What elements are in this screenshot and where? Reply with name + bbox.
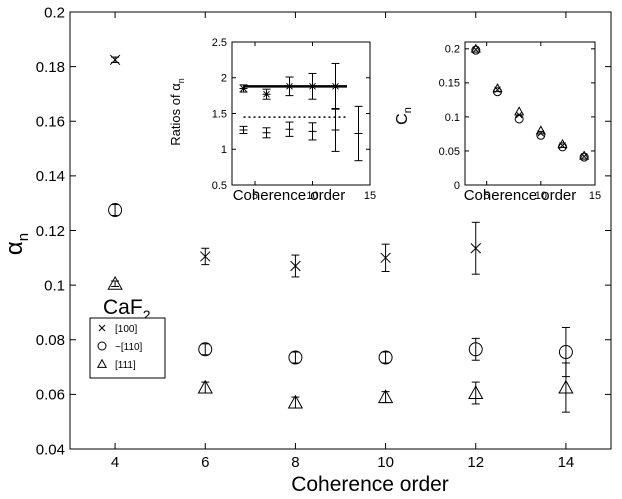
- main-y-tick-label: 0.12: [36, 223, 65, 240]
- main-point-x: [200, 251, 211, 262]
- inset2-point-x: [472, 46, 480, 53]
- main-y-tick-label: 0.14: [36, 168, 65, 185]
- main-x-axis-label: Coherence order: [291, 473, 449, 496]
- inset1-x-tick-label: 15: [364, 190, 376, 202]
- main-x-tick-label: 12: [467, 454, 484, 471]
- inset1-x-axis-label: Coherence order: [233, 187, 346, 204]
- inset1-y-tick-label: 1: [221, 144, 227, 156]
- inset2-point-x: [580, 153, 588, 160]
- main-point-triangle: [287, 394, 304, 409]
- main-x-tick-label: 8: [291, 454, 299, 471]
- inset1-x-tick-label: 10: [306, 190, 318, 202]
- inset1-point-star: [285, 82, 294, 91]
- inset2-x-axis-label: Coherence order: [464, 187, 577, 204]
- main-y-tick-label: 0.04: [36, 441, 65, 458]
- inset1-point-star: [239, 84, 248, 93]
- material-label: CaF2: [103, 296, 151, 323]
- inset2-point-circle: [471, 45, 481, 55]
- main-x-tick-label: 4: [111, 454, 119, 471]
- main-point-triangle: [377, 389, 394, 404]
- legend-marker-circle: [97, 341, 107, 351]
- inset1-x-tick-label: 5: [252, 190, 258, 202]
- main-x-tick-label: 6: [201, 454, 209, 471]
- main-point-triangle: [558, 379, 574, 394]
- main-point-x: [470, 243, 481, 254]
- inset2-point-x: [559, 142, 566, 149]
- inset-ratio-chart: 5 10 15 0.5 1 1.5 2 2.5 Ratios of αn Coherence or…: [168, 37, 376, 204]
- inset2-point-x: [515, 111, 523, 119]
- inset2-point-triangle: [579, 150, 590, 160]
- inset1-point-plus: [262, 128, 271, 137]
- inset1-plot-frame: [231, 41, 371, 186]
- inset1-y-tick-label: 0.5: [212, 180, 227, 192]
- main-point-triangle: [468, 385, 484, 399]
- inset2-x-tick-label: 5: [484, 190, 490, 202]
- inset2-y-tick-label: 0.2: [445, 44, 460, 56]
- legend-marker-triangle: [96, 358, 108, 368]
- main-y-tick-label: 0.1: [44, 277, 65, 294]
- inset2-x-tick-label: 10: [535, 190, 547, 202]
- main-point-circle: [288, 350, 303, 365]
- main-point-x: [290, 260, 301, 272]
- inset2-point-triangle: [470, 43, 481, 53]
- inset2-y-tick-label: 0.05: [439, 146, 460, 158]
- inset2-point-circle: [536, 130, 546, 140]
- inset2-x-tick-label: 15: [589, 190, 601, 202]
- inset1-point-star: [262, 90, 271, 99]
- inset1-y-tick-label: 2: [221, 73, 227, 85]
- inset2-plot-frame: [464, 41, 596, 186]
- main-point-circle: [468, 342, 483, 357]
- inset2-point-circle: [579, 152, 589, 162]
- main-point-circle: [198, 342, 213, 357]
- inset2-y-tick-label: 0: [454, 180, 460, 192]
- main-y-axis-label: αn: [1, 233, 32, 255]
- inset1-point-star: [331, 82, 340, 91]
- inset2-point-x: [537, 129, 545, 137]
- main-point-triangle: [197, 379, 213, 394]
- inset2-y-tick-label: 0.1: [445, 112, 460, 124]
- main-point-circle: [558, 345, 573, 360]
- inset1-point-star: [308, 82, 317, 91]
- inset-cn-chart: 5 10 15 0 0.05 0.1 0.15 0.2 Cn Coherence order: [394, 41, 601, 204]
- main-y-tick-label: 0.2: [44, 4, 65, 21]
- main-x-tick-label: 14: [558, 454, 575, 471]
- main-point-circle: [108, 203, 123, 218]
- inset2-point-x: [494, 86, 501, 94]
- main-point-x: [380, 252, 391, 264]
- inset2-y-axis-label: Cn: [394, 107, 414, 125]
- inset1-point-plus: [331, 125, 340, 134]
- inset1-point-plus: [285, 125, 294, 134]
- inset1-y-tick-label: 1.5: [212, 108, 227, 120]
- main-point-circle: [378, 350, 393, 365]
- inset1-point-plus: [308, 127, 317, 136]
- main-y-tick-label: 0.18: [36, 59, 65, 76]
- legend-label: ~[110]: [115, 342, 143, 353]
- inset1-y-tick-label: 2.5: [212, 37, 227, 49]
- main-point-triangle: [107, 275, 123, 290]
- main-y-tick-label: 0.16: [36, 114, 65, 131]
- legend-marker-x: [98, 324, 106, 332]
- inset1-y-axis-label: Ratios of αn: [168, 78, 186, 145]
- main-legend: [100] ~[110] [111]: [89, 317, 166, 379]
- main-y-tick-label: 0.06: [36, 387, 65, 404]
- inset1-point-plus: [354, 129, 363, 138]
- main-x-tick-label: 10: [377, 454, 394, 471]
- main-y-tick-label: 0.08: [36, 332, 65, 349]
- legend-label: [111]: [115, 360, 136, 371]
- inset2-y-tick-label: 0.15: [439, 78, 460, 90]
- legend-label: [100]: [115, 324, 137, 335]
- main-point-x: [109, 54, 121, 66]
- inset1-point-plus: [239, 125, 248, 134]
